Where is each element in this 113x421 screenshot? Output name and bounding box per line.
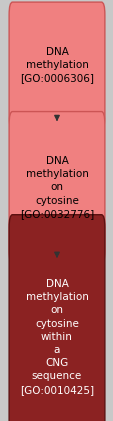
Text: DNA
methylation
[GO:0006306]: DNA methylation [GO:0006306] [20, 47, 93, 83]
FancyBboxPatch shape [9, 215, 104, 421]
FancyBboxPatch shape [9, 112, 104, 263]
Text: DNA
methylation
on
cytosine
[GO:0032776]: DNA methylation on cytosine [GO:0032776] [20, 156, 93, 219]
Text: DNA
methylation
on
cytosine
within
a
CNG
sequence
[GO:0010425]: DNA methylation on cytosine within a CNG… [20, 279, 93, 394]
FancyBboxPatch shape [9, 2, 104, 128]
